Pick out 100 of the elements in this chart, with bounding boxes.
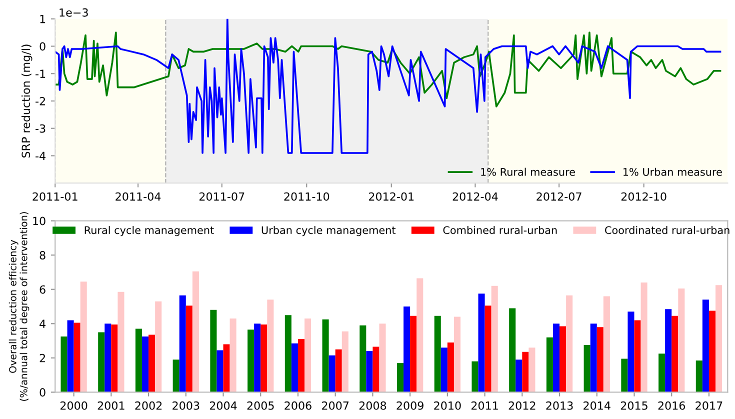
x-tick-label: 2012-10 — [621, 192, 666, 201]
bar — [440, 348, 448, 392]
bar — [291, 343, 298, 392]
bar — [342, 331, 348, 392]
x-tick-label: 2004 — [210, 401, 237, 410]
legend-label: Urban cycle management — [262, 226, 396, 236]
bar — [74, 322, 80, 392]
x-tick-label: 2012-04 — [452, 192, 498, 201]
bar — [223, 344, 230, 392]
bar — [484, 306, 492, 392]
legend-label: 1% Urban measure — [624, 168, 722, 176]
bar — [590, 324, 597, 392]
bar — [416, 278, 424, 392]
bar — [596, 327, 604, 392]
bar — [584, 345, 590, 392]
bar — [322, 319, 329, 392]
x-tick-label: 2017 — [696, 401, 722, 410]
bar — [298, 339, 305, 392]
bar — [454, 316, 461, 392]
legend-label: Combined rural-urban — [443, 226, 557, 234]
bar — [118, 292, 124, 392]
bar — [566, 295, 573, 392]
y-tick-label: 10 — [33, 216, 46, 226]
bar — [552, 324, 560, 392]
bar — [396, 363, 404, 392]
bar — [708, 310, 716, 392]
x-tick-label: 2007 — [322, 401, 349, 410]
x-tick-label: 2006 — [284, 401, 312, 410]
bar — [478, 294, 485, 392]
x-tick-label: 2005 — [247, 401, 274, 410]
x-tick-label: 2011-10 — [284, 192, 330, 201]
legend-label: 1% Rural measure — [481, 168, 575, 176]
y-axis-title: SRP reduction (mg/l) — [21, 44, 32, 158]
bar — [678, 288, 685, 392]
x-tick-label: 2012-01 — [368, 192, 414, 201]
bar — [658, 354, 666, 392]
bar — [634, 320, 641, 392]
bar — [621, 358, 628, 392]
bar — [254, 324, 261, 392]
bar — [230, 318, 236, 392]
bar — [491, 286, 498, 392]
bar — [560, 326, 566, 392]
bar — [366, 351, 373, 392]
x-tick-label: 2008 — [359, 401, 386, 410]
bar — [546, 337, 553, 392]
bar — [628, 312, 634, 392]
y-tick-label: 1 — [40, 14, 46, 24]
bar — [148, 334, 156, 392]
x-tick-label: 2011-04 — [116, 192, 161, 201]
bar — [192, 271, 199, 392]
y-tick-label: 8 — [40, 251, 46, 260]
y-tick-label: 6 — [40, 285, 46, 294]
y-tick-label: 4 — [40, 320, 46, 328]
legend-label: Rural cycle management — [84, 226, 214, 236]
bar — [702, 300, 709, 392]
bar — [665, 309, 672, 392]
bar — [60, 336, 68, 392]
x-tick-label: 2011 — [471, 401, 498, 410]
x-tick-label: 2001 — [98, 401, 124, 410]
bar — [172, 360, 180, 392]
x-tick-label: 2011-01 — [32, 192, 78, 201]
y-tick-label: 0 — [40, 388, 46, 397]
bar — [80, 282, 87, 392]
bar — [111, 324, 118, 392]
x-tick-label: 2012-07 — [536, 192, 582, 201]
bar — [216, 350, 224, 392]
bar — [603, 296, 610, 392]
bar — [640, 282, 648, 392]
y-tick-label: -4 — [36, 152, 46, 160]
x-tick-label: 2016 — [658, 401, 686, 410]
bar — [328, 355, 336, 392]
bar — [404, 306, 410, 392]
bar — [98, 332, 105, 392]
bar — [179, 295, 186, 392]
bar — [186, 306, 192, 392]
bar — [335, 349, 342, 392]
x-tick-label: 2015 — [620, 401, 648, 410]
y-tick-label: 2 — [40, 354, 45, 362]
bar — [379, 324, 386, 392]
bar — [716, 285, 722, 392]
bar — [528, 348, 536, 392]
y-axis-title: Overall reduction efficiency (%/annual total degree of intervention) — [8, 212, 30, 401]
y-tick-label: 0 — [40, 42, 46, 51]
bar — [267, 300, 274, 392]
bar — [304, 318, 312, 392]
bar — [135, 328, 142, 392]
legend-label: Coordinated rural-urban — [605, 226, 730, 234]
bar — [696, 360, 702, 392]
y-tick-label: -1 — [36, 70, 46, 78]
bar — [672, 316, 678, 392]
bar — [410, 316, 417, 392]
bar — [516, 360, 522, 392]
bar — [210, 310, 217, 392]
y-tick-label: -2 — [36, 96, 45, 106]
x-tick-label: 2009 — [396, 401, 424, 410]
bar — [522, 352, 529, 392]
text: 1e−3 — [60, 8, 88, 17]
y-tick-label: -3 — [36, 124, 46, 133]
line-series — [55, 18, 722, 154]
bar — [434, 316, 441, 392]
